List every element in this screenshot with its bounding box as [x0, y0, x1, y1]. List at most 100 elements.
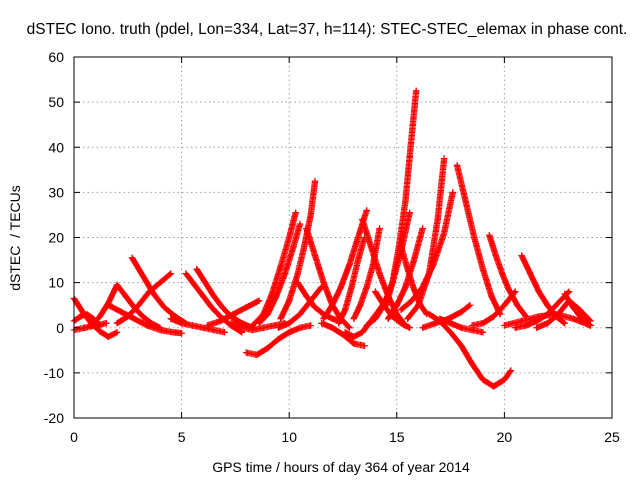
series-arc-36 [436, 315, 487, 336]
data-point [382, 301, 390, 309]
data-point [329, 301, 336, 309]
y-tick-label: 20 [48, 230, 64, 246]
data-point [199, 292, 207, 300]
data-point [128, 254, 136, 262]
data-point [189, 322, 196, 329]
data-point [372, 288, 379, 295]
data-point [307, 211, 314, 219]
data-point [406, 324, 413, 331]
data-point [486, 232, 493, 239]
data-point [156, 326, 164, 334]
data-point [501, 376, 508, 383]
data-point [122, 292, 129, 300]
data-point [161, 304, 168, 311]
data-point [167, 270, 175, 277]
data-point [359, 216, 366, 223]
data-point [311, 177, 319, 185]
data-point [432, 320, 439, 327]
data-point [511, 288, 519, 295]
series-arc-13 [242, 322, 314, 359]
data-point [88, 322, 95, 329]
data-point [404, 315, 411, 322]
data-point [501, 322, 508, 329]
data-point [296, 311, 304, 318]
data-point [479, 376, 487, 383]
data-point [346, 261, 353, 268]
chart-title: dSTEC Iono. truth (pdel, Lon=334, Lat=37… [27, 21, 628, 38]
data-point [570, 304, 577, 311]
data-point [533, 324, 540, 331]
data-point [139, 313, 147, 320]
data-point [393, 301, 400, 309]
data-point [230, 311, 237, 318]
data-point [253, 351, 261, 359]
data-point [139, 272, 147, 280]
data-point [255, 297, 263, 304]
data-point [408, 297, 416, 304]
x-tick-label: 5 [178, 429, 186, 445]
data-point [406, 209, 413, 216]
data-point [527, 270, 534, 277]
y-tick-label: 50 [48, 94, 64, 110]
data-point [105, 333, 112, 340]
data-point [561, 290, 568, 298]
y-tick-label: -20 [44, 410, 64, 426]
data-point [303, 225, 310, 232]
data-point [277, 263, 284, 271]
data-point [292, 209, 299, 216]
data-point [167, 315, 175, 322]
series-arc-6 [105, 301, 185, 337]
data-point [83, 311, 91, 318]
data-point [402, 198, 409, 205]
data-point [350, 340, 357, 347]
data-series [70, 87, 594, 390]
data-point [249, 322, 256, 329]
data-point [281, 270, 289, 277]
data-point [227, 320, 235, 327]
data-point [124, 313, 131, 320]
data-point [518, 317, 525, 325]
data-point [242, 349, 250, 356]
data-point [260, 324, 267, 331]
data-point [354, 234, 362, 241]
data-point [363, 322, 370, 329]
data-point [488, 292, 495, 300]
data-point [363, 207, 370, 214]
data-point [410, 256, 418, 264]
data-point [286, 329, 293, 336]
data-point [275, 335, 282, 343]
data-point [329, 324, 336, 331]
series-arc-7 [113, 270, 175, 327]
data-point [348, 283, 355, 291]
data-point [447, 320, 454, 327]
data-point [221, 329, 228, 336]
data-point [143, 322, 151, 329]
y-tick-label: -10 [44, 365, 64, 381]
series-arc-8 [167, 315, 228, 336]
data-point [178, 329, 185, 337]
data-point [479, 329, 487, 336]
data-point [264, 344, 271, 352]
data-point [384, 315, 392, 322]
data-point [376, 225, 383, 232]
data-point [555, 299, 562, 307]
data-point [311, 252, 319, 259]
data-point [393, 311, 400, 318]
data-point [404, 265, 411, 273]
y-tick-label: 10 [48, 275, 64, 291]
series-arc-11 [204, 297, 263, 329]
x-tick-label: 20 [497, 429, 513, 445]
series-arc-21 [320, 207, 370, 322]
data-point [458, 342, 465, 349]
data-point [150, 290, 157, 298]
x-tick-label: 15 [389, 429, 405, 445]
data-point [544, 301, 551, 309]
data-point [210, 326, 218, 334]
data-point [210, 292, 218, 300]
data-point [178, 320, 185, 327]
data-point [410, 286, 418, 293]
data-point [118, 308, 125, 316]
data-point [419, 324, 426, 331]
data-point [320, 279, 327, 286]
data-point [561, 320, 568, 327]
